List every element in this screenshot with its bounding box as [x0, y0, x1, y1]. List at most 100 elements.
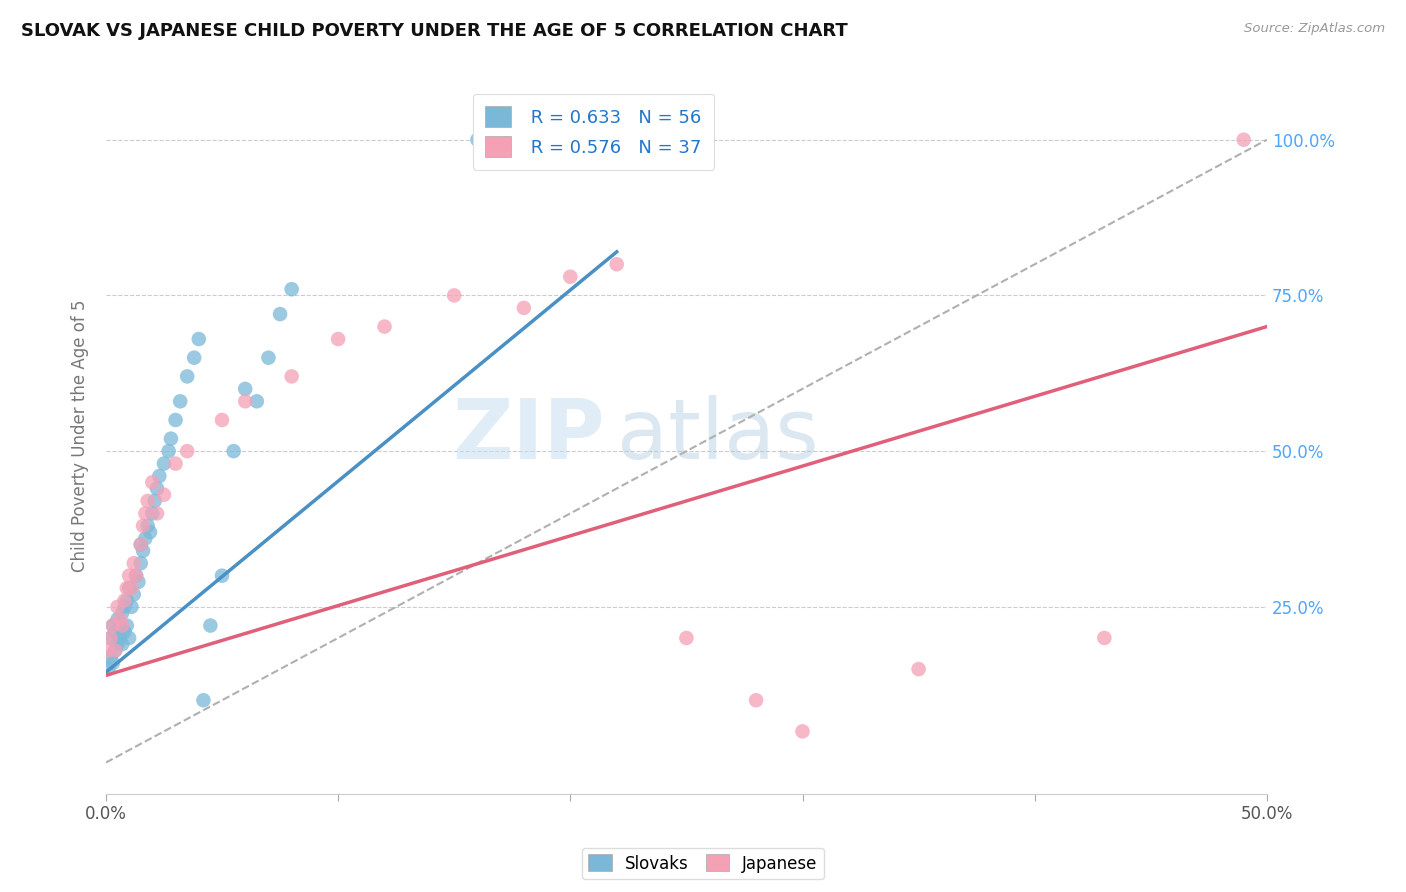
- Point: [176, 444, 198, 458]
- Point: [141, 475, 163, 490]
- Point: [134, 507, 156, 521]
- Point: [104, 624, 127, 639]
- Point: [114, 599, 136, 614]
- Point: [101, 656, 124, 670]
- Legend:  R = 0.633   N = 56,  R = 0.576   N = 37: R = 0.633 N = 56, R = 0.576 N = 37: [472, 94, 714, 169]
- Point: [560, 133, 582, 147]
- Point: [115, 618, 138, 632]
- Point: [111, 606, 134, 620]
- Point: [467, 133, 489, 147]
- Text: SLOVAK VS JAPANESE CHILD POVERTY UNDER THE AGE OF 5 CORRELATION CHART: SLOVAK VS JAPANESE CHILD POVERTY UNDER T…: [21, 22, 848, 40]
- Point: [157, 444, 180, 458]
- Point: [118, 568, 141, 582]
- Point: [139, 525, 162, 540]
- Point: [108, 631, 131, 645]
- Point: [513, 301, 536, 315]
- Text: atlas: atlas: [617, 395, 818, 476]
- Point: [165, 457, 187, 471]
- Point: [536, 133, 558, 147]
- Point: [489, 133, 512, 147]
- Point: [183, 351, 205, 365]
- Point: [129, 556, 152, 570]
- Point: [100, 649, 122, 664]
- Point: [118, 631, 141, 645]
- Point: [122, 556, 145, 570]
- Point: [104, 643, 127, 657]
- Point: [107, 599, 129, 614]
- Point: [122, 587, 145, 601]
- Point: [501, 145, 523, 160]
- Point: [443, 288, 465, 302]
- Point: [114, 624, 136, 639]
- Point: [107, 637, 129, 651]
- Point: [246, 394, 269, 409]
- Point: [233, 394, 256, 409]
- Point: [146, 507, 169, 521]
- Point: [136, 494, 159, 508]
- Point: [606, 257, 628, 271]
- Point: [187, 332, 209, 346]
- Point: [280, 282, 302, 296]
- Point: [136, 519, 159, 533]
- Point: [118, 581, 141, 595]
- Point: [100, 631, 122, 645]
- Point: [169, 394, 191, 409]
- Point: [114, 593, 136, 607]
- Point: [153, 457, 176, 471]
- Point: [160, 432, 183, 446]
- Point: [176, 369, 198, 384]
- Point: [146, 482, 169, 496]
- Point: [148, 469, 170, 483]
- Point: [97, 643, 120, 657]
- Point: [280, 369, 302, 384]
- Legend: Slovaks, Japanese: Slovaks, Japanese: [582, 847, 824, 880]
- Point: [222, 444, 245, 458]
- Point: [134, 531, 156, 545]
- Point: [125, 568, 148, 582]
- Point: [115, 581, 138, 595]
- Point: [675, 631, 697, 645]
- Point: [745, 693, 768, 707]
- Point: [129, 537, 152, 551]
- Point: [1092, 631, 1115, 645]
- Point: [104, 643, 127, 657]
- Point: [132, 519, 155, 533]
- Point: [513, 133, 536, 147]
- Point: [211, 568, 233, 582]
- Point: [107, 612, 129, 626]
- Point: [129, 537, 152, 551]
- Point: [907, 662, 929, 676]
- Point: [233, 382, 256, 396]
- Point: [193, 693, 215, 707]
- Y-axis label: Child Poverty Under the Age of 5: Child Poverty Under the Age of 5: [72, 300, 89, 572]
- Point: [108, 618, 131, 632]
- Point: [120, 599, 142, 614]
- Point: [211, 413, 233, 427]
- Point: [269, 307, 291, 321]
- Point: [792, 724, 814, 739]
- Point: [1233, 133, 1256, 147]
- Point: [127, 574, 149, 589]
- Text: ZIP: ZIP: [453, 395, 605, 476]
- Point: [111, 637, 134, 651]
- Point: [200, 618, 222, 632]
- Point: [143, 494, 166, 508]
- Point: [326, 332, 349, 346]
- Point: [115, 593, 138, 607]
- Point: [153, 488, 176, 502]
- Point: [374, 319, 396, 334]
- Point: [120, 581, 142, 595]
- Point: [560, 269, 582, 284]
- Point: [141, 507, 163, 521]
- Text: Source: ZipAtlas.com: Source: ZipAtlas.com: [1244, 22, 1385, 36]
- Point: [111, 618, 134, 632]
- Point: [132, 543, 155, 558]
- Point: [101, 618, 124, 632]
- Point: [97, 662, 120, 676]
- Point: [100, 631, 122, 645]
- Point: [101, 618, 124, 632]
- Point: [165, 413, 187, 427]
- Point: [257, 351, 280, 365]
- Point: [108, 612, 131, 626]
- Point: [125, 568, 148, 582]
